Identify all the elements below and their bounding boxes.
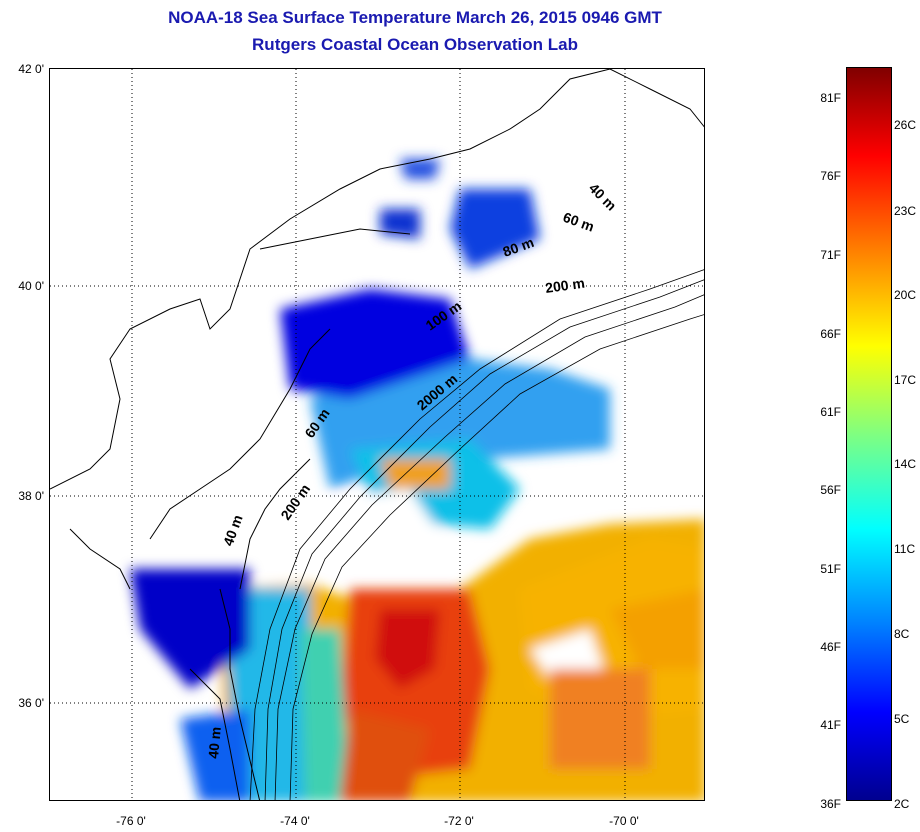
colorbar-c-14: 14C xyxy=(894,457,917,471)
colorbar-f-66: 66F xyxy=(820,327,841,341)
map-title: NOAA-18 Sea Surface Temperature March 26… xyxy=(168,8,662,27)
bathymetry-contours xyxy=(249,269,704,800)
colorbar-c-20: 20C xyxy=(894,288,917,302)
contour-label-200m-south: 200 m xyxy=(277,481,313,523)
lat-label-40: 40 0' xyxy=(18,279,44,293)
colorbar-f-56: 56F xyxy=(820,483,841,497)
contour-label-40m-mid: 40 m xyxy=(220,513,246,548)
colorbar-c-26: 26C xyxy=(894,118,917,132)
colorbar-f-51: 51F xyxy=(820,562,841,576)
temperature-colorbar xyxy=(846,67,892,801)
colorbar-c-2: 2C xyxy=(894,797,910,811)
contour-label-60m-north: 60 m xyxy=(561,209,596,235)
colorbar-f-61: 61F xyxy=(820,405,841,419)
colorbar-c-5: 5C xyxy=(894,712,910,726)
lat-label-42: 42 0' xyxy=(18,62,44,76)
lon-label-72: -72 0' xyxy=(444,814,474,828)
colorbar-f-76: 76F xyxy=(820,169,841,183)
lat-label-38: 38 0' xyxy=(18,489,44,503)
colorbar-c-8: 8C xyxy=(894,627,910,641)
contour-label-40m-south: 40 m xyxy=(205,726,224,759)
map-subtitle: Rutgers Coastal Ocean Observation Lab xyxy=(252,35,578,54)
colorbar-f-71: 71F xyxy=(820,248,841,262)
lon-label-76: -76 0' xyxy=(116,814,146,828)
sst-map-canvas: 40 m 60 m 80 m 200 m 100 m 2000 m 60 m 2… xyxy=(50,69,704,800)
colorbar-c-11: 11C xyxy=(894,542,916,556)
lat-lon-grid xyxy=(50,69,704,800)
coastline xyxy=(50,69,704,800)
colorbar-f-46: 46F xyxy=(820,640,841,654)
colorbar-c-23: 23C xyxy=(894,204,917,218)
lon-label-70: -70 0' xyxy=(609,814,639,828)
colorbar-c-17: 17C xyxy=(894,373,917,387)
contour-label-200m-north: 200 m xyxy=(544,275,586,296)
contour-label-40m-north: 40 m xyxy=(586,180,620,214)
colorbar-f-41: 41F xyxy=(820,718,841,732)
lon-label-74: -74 0' xyxy=(280,814,310,828)
lat-label-36: 36 0' xyxy=(18,696,44,710)
colorbar-f-81: 81F xyxy=(820,91,841,105)
colorbar-f-36: 36F xyxy=(820,797,841,811)
sst-map: 40 m 60 m 80 m 200 m 100 m 2000 m 60 m 2… xyxy=(49,68,705,801)
sst-field xyxy=(130,159,704,800)
